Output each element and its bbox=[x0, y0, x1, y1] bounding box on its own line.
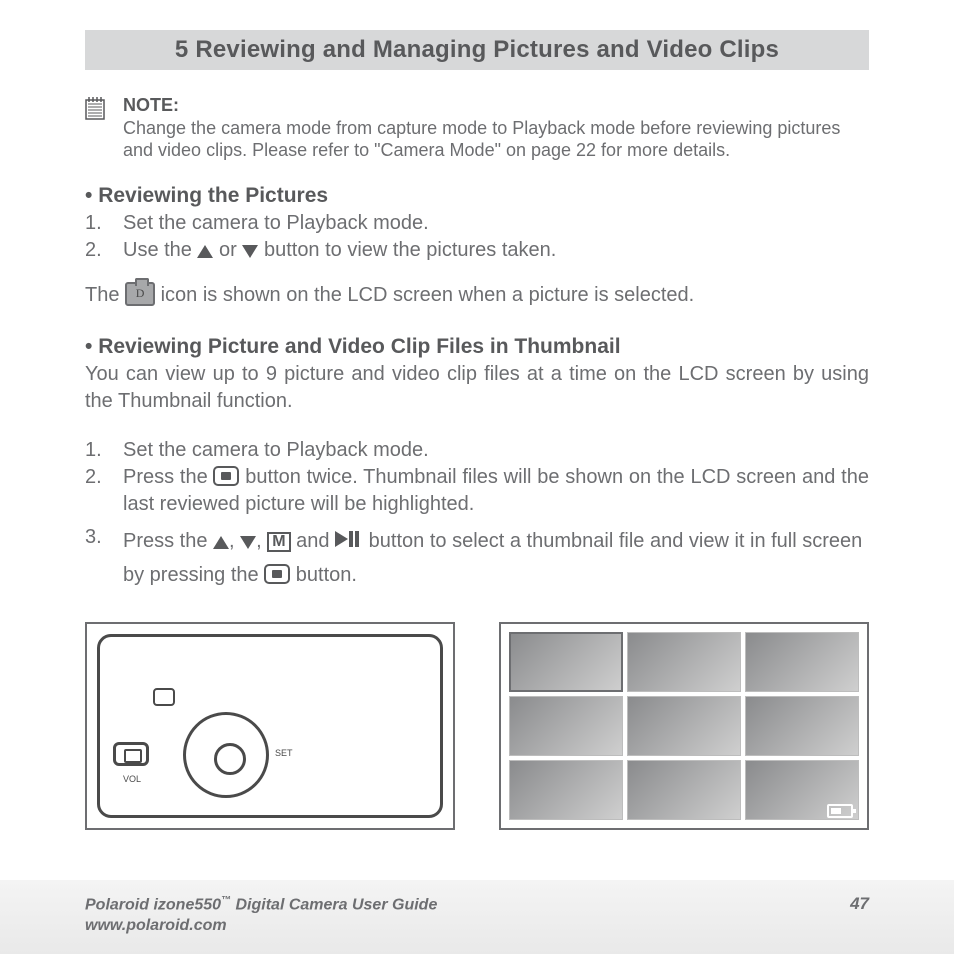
thumbnail-cell bbox=[509, 760, 623, 820]
thumbnail-cell bbox=[509, 696, 623, 756]
note-text: NOTE: Change the camera mode from captur… bbox=[123, 94, 869, 162]
camera-back-figure: VOL SET bbox=[85, 622, 455, 830]
up-arrow-icon bbox=[197, 245, 213, 258]
thumbnail-grid bbox=[509, 632, 859, 820]
down-arrow-icon bbox=[242, 245, 258, 258]
chapter-title: 5 Reviewing and Managing Pictures and Vi… bbox=[85, 30, 869, 70]
page-number: 47 bbox=[850, 894, 869, 954]
thumbnail-grid-figure bbox=[499, 622, 869, 830]
section2-intro: You can view up to 9 picture and video c… bbox=[85, 361, 869, 415]
up-arrow-icon bbox=[213, 536, 229, 549]
thumbnail-cell bbox=[745, 696, 859, 756]
display-button-icon bbox=[264, 564, 290, 584]
set-label: SET bbox=[275, 748, 293, 758]
notepad-icon bbox=[85, 96, 105, 162]
list-item: 2. Use the or button to view the picture… bbox=[85, 237, 869, 264]
note-label: NOTE: bbox=[123, 95, 179, 115]
vol-label: VOL bbox=[123, 774, 141, 784]
battery-icon bbox=[827, 804, 853, 818]
section-heading-2: • Reviewing Picture and Video Clip Files… bbox=[85, 335, 869, 359]
thumbnail-cell bbox=[627, 632, 741, 692]
list-item: 1.Set the camera to Playback mode. bbox=[85, 210, 869, 237]
display-button-icon bbox=[213, 466, 239, 486]
section-heading-1: • Reviewing the Pictures bbox=[85, 184, 869, 208]
list-item: 3. Press the , , M and button to select … bbox=[85, 524, 869, 592]
camera-playback-icon bbox=[125, 282, 155, 306]
figures-row: VOL SET bbox=[85, 622, 869, 830]
thumbnail-cell bbox=[627, 696, 741, 756]
page-footer: Polaroid izone550™ Digital Camera User G… bbox=[0, 880, 954, 954]
thumbnail-cell bbox=[509, 632, 623, 692]
lcd-sentence: The icon is shown on the LCD screen when… bbox=[85, 282, 869, 309]
list-item: 2. Press the button twice. Thumbnail fil… bbox=[85, 464, 869, 518]
thumbnail-cell bbox=[627, 760, 741, 820]
steps-list-1: 1.Set the camera to Playback mode. 2. Us… bbox=[85, 210, 869, 264]
steps-list-2: 1.Set the camera to Playback mode. 2. Pr… bbox=[85, 437, 869, 592]
list-item: 1.Set the camera to Playback mode. bbox=[85, 437, 869, 464]
footer-text: Polaroid izone550™ Digital Camera User G… bbox=[85, 894, 437, 954]
down-arrow-icon bbox=[240, 536, 256, 549]
note-block: NOTE: Change the camera mode from captur… bbox=[85, 94, 869, 162]
thumbnail-cell bbox=[745, 632, 859, 692]
manual-page: 5 Reviewing and Managing Pictures and Vi… bbox=[0, 0, 954, 954]
play-pause-icon bbox=[335, 531, 363, 549]
note-content: Change the camera mode from capture mode… bbox=[123, 118, 840, 161]
m-button-icon: M bbox=[267, 532, 290, 552]
